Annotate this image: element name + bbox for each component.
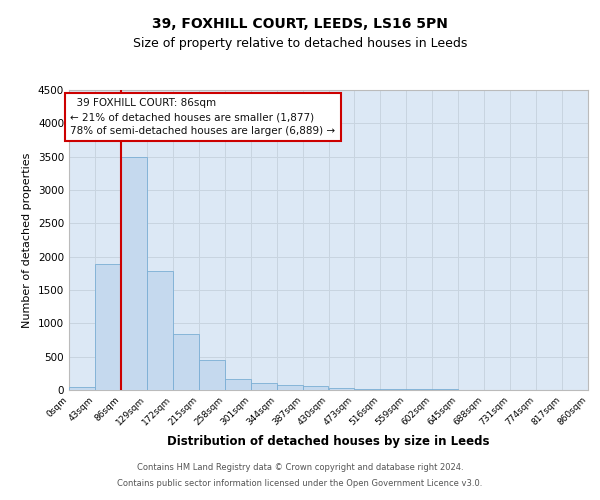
Bar [277, 385, 302, 390]
Y-axis label: Number of detached properties: Number of detached properties [22, 152, 32, 328]
Bar [173, 334, 199, 390]
Bar [121, 156, 147, 390]
Bar [355, 388, 380, 390]
Bar [224, 379, 251, 390]
Bar [69, 386, 95, 390]
Bar [147, 272, 173, 390]
Bar [302, 386, 329, 390]
X-axis label: Distribution of detached houses by size in Leeds: Distribution of detached houses by size … [167, 436, 490, 448]
Text: 39, FOXHILL COURT, LEEDS, LS16 5PN: 39, FOXHILL COURT, LEEDS, LS16 5PN [152, 18, 448, 32]
Text: Contains HM Land Registry data © Crown copyright and database right 2024.: Contains HM Land Registry data © Crown c… [137, 464, 463, 472]
Bar [251, 384, 277, 390]
Text: 39 FOXHILL COURT: 86sqm
← 21% of detached houses are smaller (1,877)
78% of semi: 39 FOXHILL COURT: 86sqm ← 21% of detache… [70, 98, 335, 136]
Bar [380, 389, 406, 390]
Bar [199, 360, 224, 390]
Text: Size of property relative to detached houses in Leeds: Size of property relative to detached ho… [133, 38, 467, 51]
Text: Contains public sector information licensed under the Open Government Licence v3: Contains public sector information licen… [118, 478, 482, 488]
Bar [329, 388, 355, 390]
Bar [95, 264, 121, 390]
